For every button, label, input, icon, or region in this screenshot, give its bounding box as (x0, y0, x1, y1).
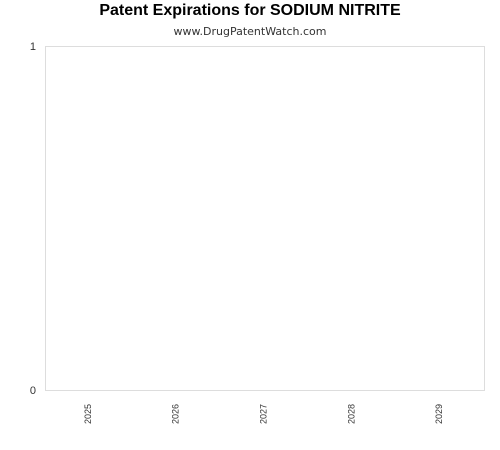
y-axis-ticks: 01 (30, 41, 36, 397)
x-tick-label: 2025 (83, 404, 93, 424)
plot-area-frame (46, 47, 485, 391)
x-axis-ticks: 2025 2026 2027 2028 2029 (83, 404, 444, 424)
y-tick-label: 1 (30, 41, 36, 53)
y-tick-label: 0 (30, 385, 36, 397)
x-tick-label: 2028 (346, 404, 356, 424)
x-tick-label: 2027 (259, 404, 269, 424)
x-tick-label: 2029 (434, 404, 444, 424)
x-tick-label: 2026 (171, 404, 181, 424)
